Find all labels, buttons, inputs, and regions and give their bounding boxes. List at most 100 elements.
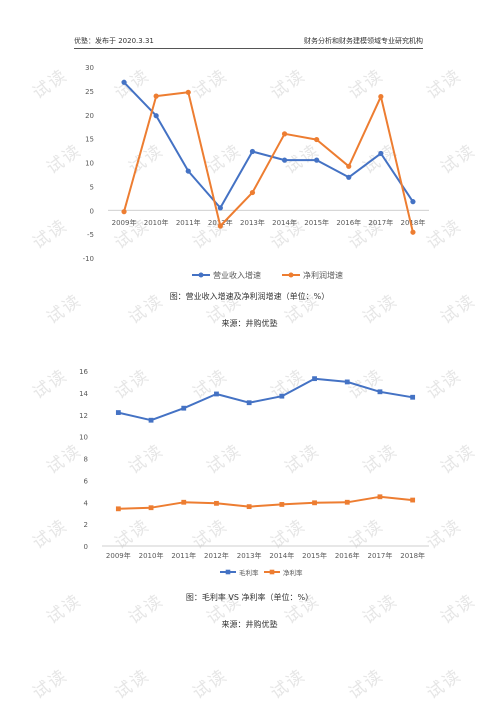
x-tick-label: 2011年	[171, 551, 196, 560]
data-point	[214, 500, 219, 506]
figure2-caption: 图：毛利率 VS 净利率（单位：%）	[185, 593, 314, 602]
y-tick-label: 16	[79, 368, 88, 376]
data-point	[214, 391, 219, 397]
y-tick-label: 2	[84, 521, 88, 529]
data-point	[314, 157, 320, 163]
data-point	[115, 506, 121, 512]
data-point	[181, 405, 187, 411]
x-tick-label: 2011年	[176, 218, 201, 227]
y-tick-label: 5	[90, 183, 94, 191]
data-point	[249, 148, 256, 155]
watermark-text: 试读	[29, 665, 72, 704]
x-tick-label: 2018年	[400, 551, 425, 560]
y-tick-label: 30	[85, 64, 94, 72]
y-tick-label: 10	[79, 434, 88, 442]
y-tick-label: 4	[84, 499, 89, 507]
y-tick-label: 0	[90, 207, 94, 215]
data-point	[377, 389, 383, 395]
data-point	[121, 209, 127, 215]
page-header: 优塾：发布于 2020.3.31 财务分析和财务建模领域专业研究机构	[74, 36, 423, 49]
series-line-2	[123, 91, 414, 233]
y-tick-label: 12	[79, 412, 88, 420]
data-point	[346, 174, 352, 180]
data-point	[148, 417, 154, 423]
figure1-source: 来源：井购优塾	[221, 319, 278, 328]
legend-marker	[225, 569, 231, 575]
data-point	[249, 189, 256, 196]
y-tick-label: 6	[84, 477, 89, 485]
series-line-1	[118, 377, 413, 422]
data-point	[344, 499, 350, 505]
x-tick-label: 2010年	[144, 218, 169, 227]
legend-marker	[288, 272, 294, 278]
watermark-text: 试读	[189, 665, 232, 704]
y-tick-label: 15	[85, 136, 94, 144]
x-tick-label: 2009年	[112, 218, 137, 227]
data-point	[410, 497, 416, 503]
series-line-2	[118, 495, 413, 510]
data-point	[281, 157, 288, 163]
y-tick-label: -5	[87, 231, 94, 239]
x-tick-label: 2009年	[106, 551, 131, 560]
x-tick-label: 2015年	[302, 551, 327, 560]
x-tick-label: 2012年	[204, 551, 229, 560]
x-tick-label: 2014年	[269, 551, 294, 560]
y-tick-label: 0	[84, 543, 88, 551]
legend-marker	[198, 272, 204, 278]
data-point	[279, 393, 285, 399]
watermark-text: 试读	[345, 665, 388, 704]
data-point	[153, 93, 159, 99]
data-point	[346, 163, 352, 169]
x-tick-label: 2015年	[304, 218, 329, 227]
data-point	[312, 500, 317, 506]
header-org-info: 财务分析和财务建模领域专业研究机构	[304, 37, 423, 45]
data-point	[279, 502, 285, 507]
data-point	[378, 94, 384, 100]
series-line-1	[123, 81, 414, 209]
x-tick-label: 2014年	[272, 218, 297, 227]
legend-label-1: 毛利率	[239, 568, 259, 577]
y-tick-label: 14	[79, 390, 88, 398]
x-tick-label: 2013年	[240, 218, 265, 227]
y-tick-label: 25	[85, 88, 94, 96]
data-point	[281, 131, 288, 137]
data-point	[217, 223, 223, 229]
data-point	[181, 499, 187, 505]
data-point	[410, 394, 416, 400]
legend-label-1: 营业收入增速	[213, 270, 261, 280]
y-tick-label: -10	[83, 255, 94, 263]
data-point	[410, 199, 416, 205]
data-point	[185, 168, 191, 174]
figure1-caption: 图：营业收入增速及净利润增速（单位：%）	[169, 292, 330, 301]
watermark-text: 试读	[423, 665, 466, 704]
figure2-source: 来源：井购优塾	[221, 620, 278, 629]
y-tick-label: 8	[84, 456, 88, 464]
data-point	[377, 494, 383, 500]
legend-marker	[269, 569, 275, 575]
data-point	[217, 205, 223, 211]
y-tick-label: 20	[85, 112, 94, 120]
data-point	[246, 400, 252, 406]
data-point	[344, 379, 350, 385]
data-point	[148, 505, 154, 511]
header-publish-info: 优塾：发布于 2020.3.31	[74, 37, 154, 45]
data-point	[246, 504, 252, 510]
data-point	[185, 89, 191, 95]
watermark-text: 试读	[267, 665, 310, 704]
x-tick-label: 2017年	[368, 218, 393, 227]
data-point	[121, 79, 127, 85]
x-tick-label: 2018年	[401, 218, 426, 227]
x-tick-label: 2016年	[336, 218, 361, 227]
data-point	[115, 410, 121, 415]
x-tick-label: 2017年	[368, 551, 393, 560]
x-tick-label: 2016年	[335, 551, 360, 560]
watermark-text: 试读	[111, 665, 154, 704]
y-tick-label: 10	[85, 160, 94, 168]
legend-label-2: 净利润增速	[303, 270, 343, 280]
data-point	[153, 113, 159, 119]
data-point	[410, 229, 416, 235]
data-point	[312, 376, 317, 382]
margin-chart: 0 2 4 6 8 10 12 14 16 2009年 2010年 2011年 2012年 2013年 20…	[79, 368, 429, 577]
data-point	[314, 136, 320, 143]
